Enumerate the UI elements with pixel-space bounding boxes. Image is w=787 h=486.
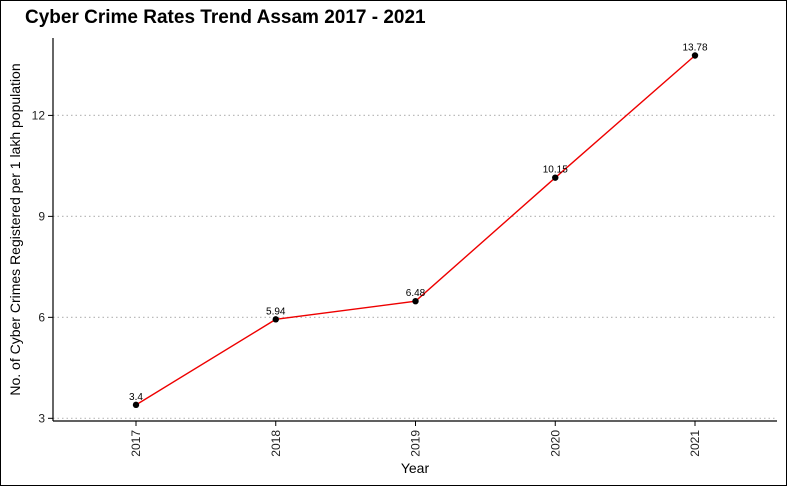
data-point: [552, 174, 559, 181]
y-axis-ticks: 3 6 9 12: [32, 108, 53, 425]
y-tick-label: 12: [32, 108, 46, 122]
data-labels: 3.4 5.94 6.48 10.15 13.78: [129, 43, 708, 403]
data-label: 3.4: [129, 392, 143, 403]
data-point: [272, 316, 279, 323]
y-tick-label: 9: [38, 209, 45, 223]
gridlines: [53, 114, 777, 419]
series-line: [135, 54, 696, 406]
x-tick-label: 2019: [409, 430, 423, 457]
x-tick-label: 2017: [129, 430, 143, 457]
data-label: 10.15: [543, 165, 568, 176]
data-point: [412, 297, 419, 305]
data-point: [132, 401, 140, 409]
x-axis-ticks: 2017 2018 2019 2020 2021: [129, 421, 702, 457]
data-points: [132, 52, 699, 409]
x-axis-title: Year: [401, 460, 430, 476]
series: [135, 54, 696, 406]
axes: [52, 38, 777, 422]
y-tick-label: 3: [38, 411, 45, 425]
y-tick-label: 6: [38, 310, 45, 324]
data-label: 13.78: [682, 43, 707, 54]
x-tick-label: 2020: [548, 430, 562, 457]
chart-title: Cyber Crime Rates Trend Assam 2017 - 202…: [25, 7, 426, 28]
data-label: 5.94: [266, 306, 286, 317]
data-point: [691, 52, 699, 59]
x-tick-label: 2018: [269, 430, 283, 457]
data-label: 6.48: [406, 288, 426, 299]
x-tick-label: 2021: [688, 430, 702, 457]
y-axis-title: No. of Cyber Crimes Registered per 1 lak…: [7, 63, 23, 395]
